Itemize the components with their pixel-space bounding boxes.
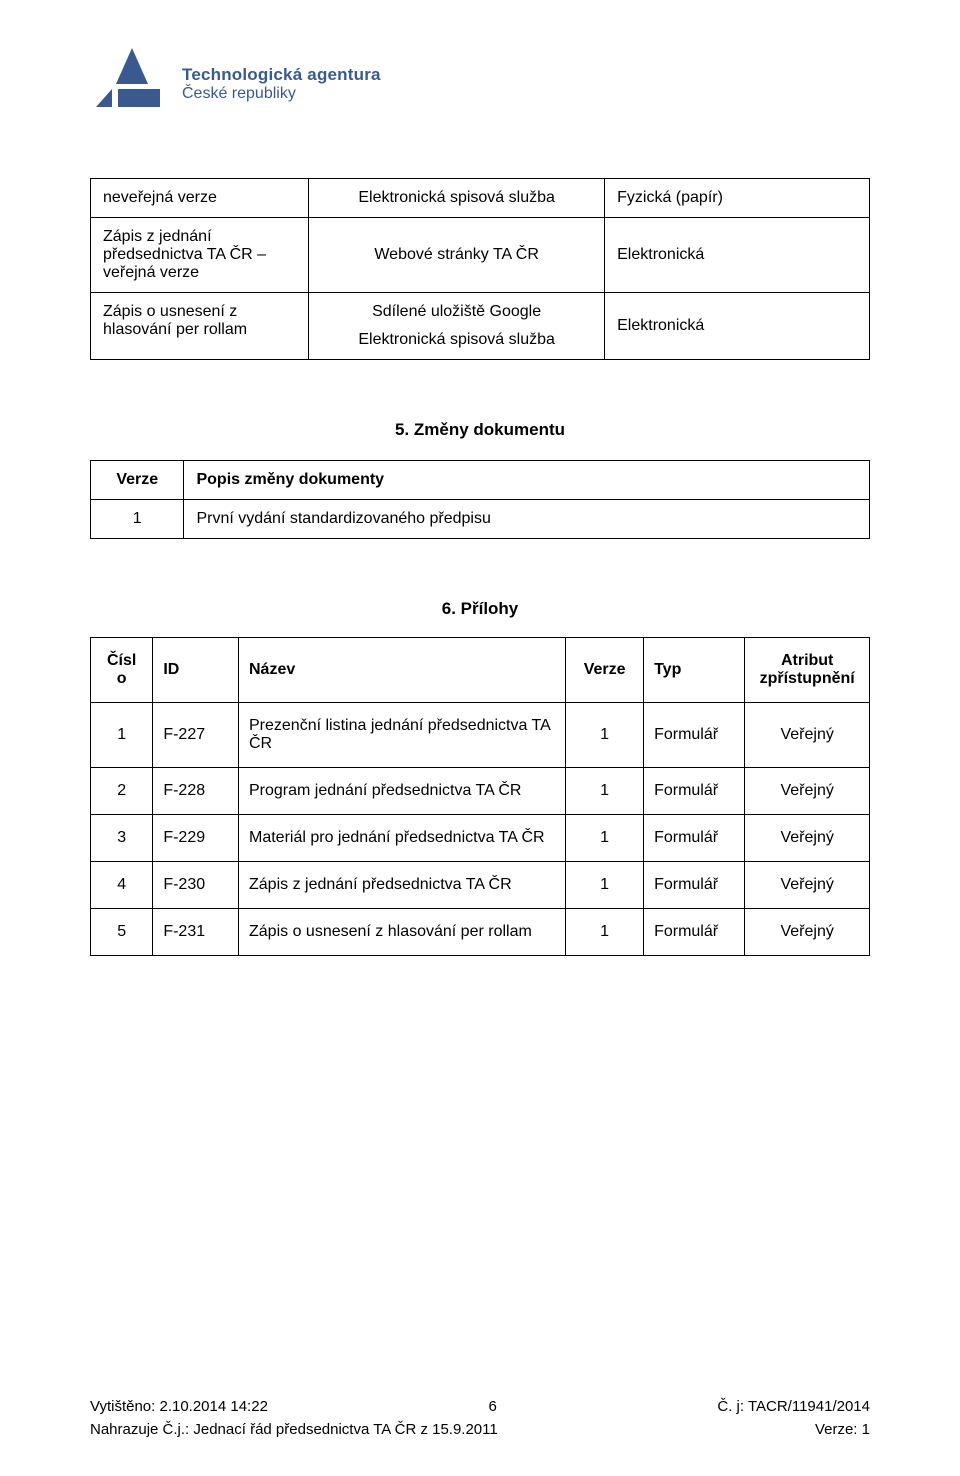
table-cell: První vydání standardizovaného předpisu — [184, 500, 870, 539]
footer: Vytištěno: 2.10.2014 14:22 6 Č. j: TACR/… — [90, 1396, 870, 1441]
table-cell: 1 — [91, 500, 184, 539]
footer-ref: Č. j: TACR/11941/2014 — [717, 1396, 870, 1419]
table-cell: Formulář — [644, 768, 745, 815]
brand-line2: České republiky — [182, 85, 381, 103]
table-row: Zápis z jednání předsednictva TA ČR – ve… — [91, 218, 870, 293]
table-cell: Elektronická spisová služba — [309, 179, 605, 218]
table-cell: Prezenční listina jednání předsednictva … — [239, 703, 566, 768]
table-cell: Veřejný — [745, 815, 870, 862]
table-cell: 4 — [91, 862, 153, 909]
footer-version: Verze: 1 — [815, 1419, 870, 1442]
table-cell: Zápis o usnesení z hlasování per rollam — [91, 293, 309, 360]
table-cell: Elektronická — [605, 293, 870, 360]
section5-title: 5. Změny dokumentu — [90, 420, 870, 440]
table-cell: 1 — [566, 862, 644, 909]
header: Technologická agentura České republiky — [90, 45, 870, 123]
table-cell: 1 — [566, 703, 644, 768]
table-header-cell: Verze — [566, 638, 644, 703]
table-header-cell: ID — [153, 638, 239, 703]
table-header-cell: Popis změny dokumenty — [184, 461, 870, 500]
table-cell: F-227 — [153, 703, 239, 768]
footer-page: 6 — [488, 1396, 496, 1419]
table-header-cell: Typ — [644, 638, 745, 703]
table-cell: 1 — [91, 703, 153, 768]
table-row: 3F-229Materiál pro jednání předsednictva… — [91, 815, 870, 862]
table-cell: F-230 — [153, 862, 239, 909]
table-row-header: Čísl oIDNázevVerzeTypAtribut zpřístupněn… — [91, 638, 870, 703]
table-cell: Veřejný — [745, 909, 870, 956]
table-changes: VerzePopis změny dokumenty1První vydání … — [90, 460, 870, 539]
table-row: neveřejná verzeElektronická spisová služ… — [91, 179, 870, 218]
table-cell: Formulář — [644, 909, 745, 956]
table-cell: Materiál pro jednání předsednictva TA ČR — [239, 815, 566, 862]
table-header-cell: Název — [239, 638, 566, 703]
table-row-header: VerzePopis změny dokumenty — [91, 461, 870, 500]
table-cell: 1 — [566, 815, 644, 862]
table-row: 5F-231Zápis o usnesení z hlasování per r… — [91, 909, 870, 956]
footer-printed: Vytištěno: 2.10.2014 14:22 — [90, 1396, 268, 1419]
table-cell: 5 — [91, 909, 153, 956]
table-cell: F-231 — [153, 909, 239, 956]
table-header-cell: Čísl o — [91, 638, 153, 703]
table-cell: F-228 — [153, 768, 239, 815]
brand-text: Technologická agentura České republiky — [182, 65, 381, 103]
brand-line1: Technologická agentura — [182, 65, 381, 85]
table-attachments: Čísl oIDNázevVerzeTypAtribut zpřístupněn… — [90, 637, 870, 956]
table-cell: Formulář — [644, 815, 745, 862]
table-row: 2F-228Program jednání předsednictva TA Č… — [91, 768, 870, 815]
table-cell: neveřejná verze — [91, 179, 309, 218]
table-row: 1První vydání standardizovaného předpisu — [91, 500, 870, 539]
table-header-cell: Atribut zpřístupnění — [745, 638, 870, 703]
logo — [90, 45, 168, 123]
table-cell: Zápis z jednání předsednictva TA ČR – ve… — [91, 218, 309, 293]
table-cell: Veřejný — [745, 768, 870, 815]
table-cell: Zápis z jednání předsednictva TA ČR — [239, 862, 566, 909]
section6-title: 6. Přílohy — [90, 599, 870, 619]
table-cell: Veřejný — [745, 862, 870, 909]
table-cell: Zápis o usnesení z hlasování per rollam — [239, 909, 566, 956]
table-row: 4F-230Zápis z jednání předsednictva TA Č… — [91, 862, 870, 909]
table-cell: 3 — [91, 815, 153, 862]
table-cell: 1 — [566, 909, 644, 956]
table-row: Zápis o usnesení z hlasování per rollamS… — [91, 293, 870, 360]
table-cell: Fyzická (papír) — [605, 179, 870, 218]
table-cell: F-229 — [153, 815, 239, 862]
table-cell: 2 — [91, 768, 153, 815]
table-cell: Program jednání předsednictva TA ČR — [239, 768, 566, 815]
table-cell: Sdílené uložiště GoogleElektronická spis… — [309, 293, 605, 360]
table-cell: Elektronická — [605, 218, 870, 293]
table-cell: Formulář — [644, 703, 745, 768]
table-row: 1F-227Prezenční listina jednání předsedn… — [91, 703, 870, 768]
table-cell: Veřejný — [745, 703, 870, 768]
footer-replaces: Nahrazuje Č.j.: Jednací řád předsednictv… — [90, 1419, 498, 1442]
table-cell: Formulář — [644, 862, 745, 909]
table-header-cell: Verze — [91, 461, 184, 500]
table-cell: Webové stránky TA ČR — [309, 218, 605, 293]
table-cell: 1 — [566, 768, 644, 815]
table-storage: neveřejná verzeElektronická spisová služ… — [90, 178, 870, 360]
